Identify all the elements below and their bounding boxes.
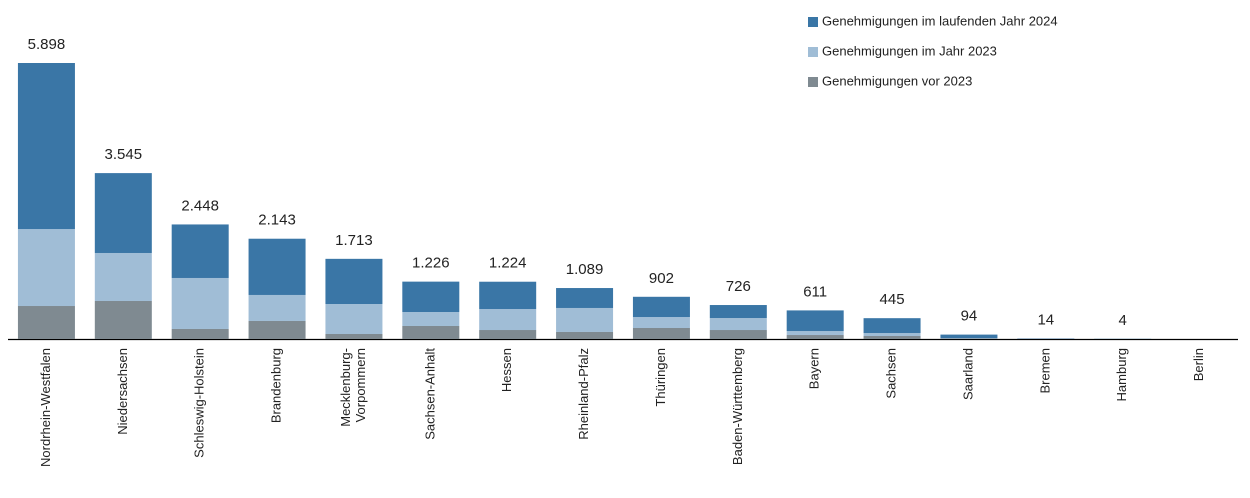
x-tick-label: Brandenburg [269,348,284,423]
legend-swatch [808,77,818,87]
bar-segment [556,332,613,339]
bar-segment [402,312,459,326]
bar-segment [172,278,229,329]
bar-segment [864,318,921,333]
bar-segment [95,173,152,253]
total-label: 1.224 [489,255,527,272]
x-tick-label: Sachsen [884,348,899,399]
bar-segment [710,318,767,330]
total-label: 5.898 [28,36,66,53]
total-label: 726 [726,278,751,295]
bar-segment [479,282,536,309]
bar-segment [172,224,229,278]
x-tick-label: Nordrhein-Westfalen [38,348,53,467]
x-tick-label: Rheinland-Pfalz [576,348,591,440]
x-tick-label: Bremen [1037,348,1052,394]
bar-segment [710,305,767,318]
total-label: 94 [961,308,978,325]
bar-segment [633,317,690,328]
bar-segment [479,309,536,330]
total-label: 611 [803,283,827,300]
bar-segment [325,304,382,334]
x-tick-label: Saarland [960,348,975,400]
bar-segment [402,282,459,312]
bar-segment [787,310,844,331]
bar-segment [18,306,75,339]
legend-swatch [808,17,818,27]
bar-segment [940,335,997,338]
total-label: 902 [649,270,674,287]
x-tick-label: Vorpommern [353,348,368,422]
total-label: 1.713 [335,232,373,249]
bar-segment [249,321,306,339]
legend-label: Genehmigungen im Jahr 2023 [822,43,997,58]
x-tick-label: Niedersachsen [115,348,130,435]
x-tick-label: Mecklenburg- [338,348,353,427]
bar-segment [556,308,613,332]
total-label: 14 [1037,311,1054,328]
bar-segment [633,328,690,339]
x-tick-label: Hamburg [1114,348,1129,401]
total-label: 4 [1119,312,1127,329]
bar-segment [556,288,613,308]
x-tick-label: Hessen [499,348,514,392]
x-tick-label: Berlin [1191,348,1206,381]
total-label: 2.448 [181,197,219,214]
x-tick-label: Bayern [807,348,822,389]
total-label: 2.143 [258,212,296,229]
bar-segment [172,329,229,339]
total-label: 445 [880,291,905,308]
bar-segment [633,297,690,317]
total-label: 1.226 [412,255,450,272]
bar-segment [249,239,306,295]
x-tick-label: Baden-Württemberg [730,348,745,465]
x-tick-label: Sachsen-Anhalt [422,348,437,440]
bar-segment [325,259,382,304]
bar-segment [249,295,306,321]
legend-swatch [808,47,818,57]
x-tick-label: Schleswig-Holstein [192,348,207,458]
bar-segment [864,333,921,336]
bar-segment [325,334,382,339]
legend-label: Genehmigungen im laufenden Jahr 2024 [822,13,1058,28]
bar-segment [402,326,459,339]
total-label: 3.545 [105,146,143,163]
bar-segment [787,331,844,335]
bar-segment [864,336,921,339]
bar-segment [18,63,75,229]
x-tick-label: Thüringen [653,348,668,407]
bar-segment [479,330,536,339]
bar-segment [710,330,767,339]
bar-segment [95,253,152,301]
bar-segment [95,301,152,339]
bar-segment [787,335,844,339]
bar-segment [18,229,75,306]
legend-label: Genehmigungen vor 2023 [822,73,972,88]
total-label: 1.089 [566,261,604,278]
